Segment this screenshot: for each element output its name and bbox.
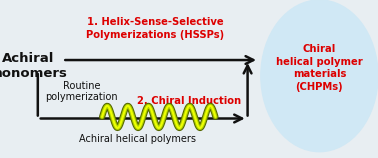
Text: 2. Chiral Induction: 2. Chiral Induction <box>137 96 241 106</box>
Ellipse shape <box>261 0 378 152</box>
Text: Achiral
monomers: Achiral monomers <box>0 52 68 80</box>
Text: 1. Helix-Sense-Selective
Polymerizations (HSSPs): 1. Helix-Sense-Selective Polymerizations… <box>86 17 224 40</box>
Text: Achiral helical polymers: Achiral helical polymers <box>79 134 197 144</box>
Text: Chiral
helical polymer
materials
(CHPMs): Chiral helical polymer materials (CHPMs) <box>276 44 363 92</box>
Text: Routine
polymerization: Routine polymerization <box>45 81 118 102</box>
